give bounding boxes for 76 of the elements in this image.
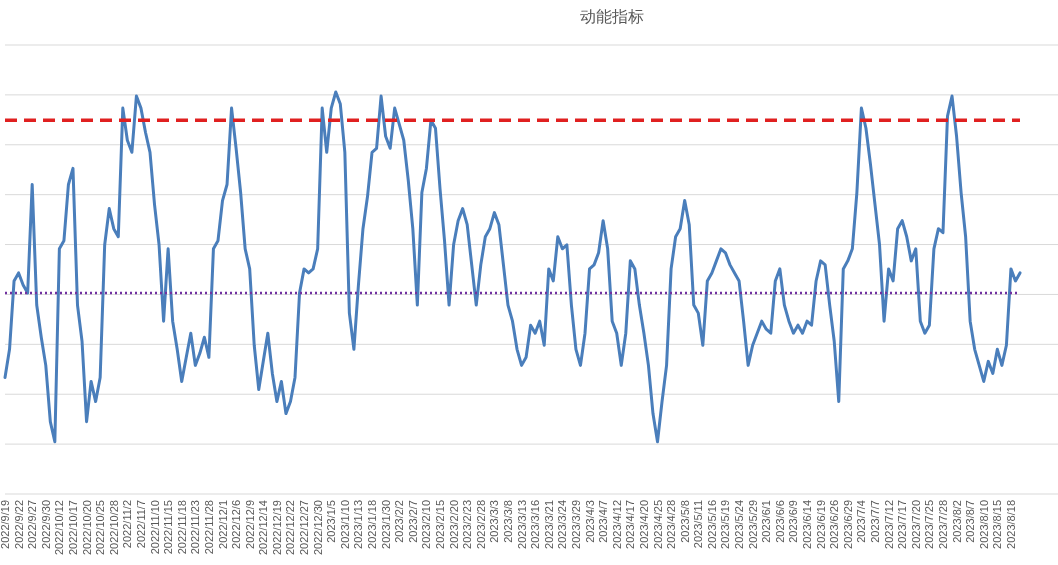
x-tick-label: 2023/8/7	[964, 500, 977, 543]
x-tick-label: 2022/10/25	[94, 500, 107, 556]
x-tick-label: 2023/2/20	[447, 500, 460, 549]
x-tick-label: 2023/7/12	[882, 500, 895, 549]
x-tick-label: 2022/12/6	[230, 500, 243, 549]
x-tick-label: 2023/5/29	[746, 500, 759, 549]
x-tick-label: 2023/3/21	[542, 500, 555, 549]
x-tick-label: 2023/2/2	[393, 500, 406, 543]
x-tick-label: 2022/12/19	[270, 500, 283, 556]
x-tick-label: 2023/5/16	[705, 500, 718, 549]
x-tick-label: 2022/11/15	[162, 500, 175, 555]
chart-title: 动能指标	[580, 8, 644, 25]
x-tick-label: 2023/2/10	[420, 500, 433, 549]
x-tick-label: 2023/4/25	[651, 500, 664, 549]
x-tick-label: 2023/8/2	[950, 500, 963, 543]
x-tick-label: 2023/5/8	[678, 500, 691, 543]
x-tick-label: 2023/6/14	[801, 500, 814, 549]
x-tick-label: 2023/2/23	[461, 500, 474, 549]
x-tick-label: 2023/7/25	[923, 500, 936, 549]
x-tick-label: 2023/6/29	[841, 500, 854, 549]
x-tick-label: 2023/7/28	[936, 500, 949, 549]
x-tick-label: 2023/3/3	[488, 500, 501, 543]
x-tick-label: 2023/4/12	[610, 500, 623, 549]
x-tick-label: 2023/1/5	[325, 500, 338, 543]
x-tick-label: 2023/7/17	[896, 500, 909, 549]
x-tick-label: 2023/4/3	[583, 500, 596, 543]
x-tick-label: 2022/10/12	[53, 500, 66, 556]
x-tick-label: 2023/4/7	[597, 500, 610, 543]
x-tick-label: 2023/6/6	[773, 500, 786, 543]
x-tick-label: 2023/6/9	[787, 500, 800, 543]
x-tick-label: 2022/12/30	[311, 500, 324, 556]
x-tick-label: 2022/10/17	[66, 500, 79, 556]
x-tick-label: 2023/2/15	[434, 500, 446, 549]
x-tick-label: 2023/5/24	[733, 500, 746, 549]
x-tick-label: 2022/11/28	[202, 500, 215, 555]
x-tick-label: 2023/3/29	[569, 500, 582, 549]
x-tick-label: 2022/10/28	[107, 500, 120, 556]
x-tick-label: 2023/1/30	[379, 500, 392, 549]
x-tick-label: 2023/8/15	[991, 500, 1004, 549]
x-tick-label: 2023/4/17	[624, 500, 637, 549]
x-tick-label: 2023/3/13	[515, 500, 528, 549]
x-tick-label: 2023/3/16	[529, 500, 542, 549]
x-tick-label: 2022/12/1	[216, 500, 229, 549]
x-tick-label: 2023/8/10	[977, 500, 990, 549]
x-tick-label: 2023/4/20	[637, 500, 650, 549]
x-tick-label: 2023/3/8	[501, 500, 514, 543]
x-tick-label: 2023/7/7	[869, 500, 881, 543]
x-tick-label: 2023/5/11	[692, 500, 705, 549]
x-tick-label: 2023/6/19	[814, 500, 827, 549]
x-tick-label: 2023/8/18	[1004, 500, 1017, 549]
x-tick-label: 2022/9/22	[12, 500, 25, 549]
x-tick-label: 2023/7/4	[855, 500, 868, 543]
x-tick-label: 2023/7/20	[909, 500, 922, 549]
x-tick-label: 2022/12/22	[284, 500, 297, 556]
x-tick-label: 2022/11/2	[121, 500, 134, 549]
x-tick-label: 2022/11/18	[175, 500, 188, 555]
x-tick-label: 2022/11/7	[134, 500, 147, 549]
x-tick-label: 2023/5/19	[719, 500, 732, 549]
x-tick-label: 2022/9/30	[39, 500, 52, 549]
x-tick-label: 2023/3/24	[556, 500, 569, 549]
x-tick-label: 2023/6/26	[828, 500, 841, 549]
x-tick-label: 2022/11/10	[148, 500, 161, 555]
x-tick-label: 2022/11/23	[189, 500, 202, 555]
x-tick-label: 2022/9/19	[0, 500, 11, 549]
x-tick-label: 2023/2/28	[474, 500, 487, 549]
x-tick-label: 2023/1/13	[352, 500, 365, 549]
x-tick-label: 2023/1/10	[338, 500, 351, 549]
x-tick-label: 2023/4/28	[665, 500, 678, 549]
x-tick-label: 2022/12/14	[257, 500, 270, 556]
x-tick-label: 2022/12/27	[298, 500, 311, 556]
x-tick-label: 2023/2/7	[406, 500, 419, 543]
x-tick-label: 2022/10/20	[80, 500, 93, 556]
x-tick-label: 2022/9/27	[26, 500, 39, 549]
x-tick-label: 2022/12/9	[243, 500, 256, 549]
x-tick-label: 2023/1/18	[366, 500, 379, 549]
x-tick-label: 2023/6/1	[760, 500, 773, 543]
